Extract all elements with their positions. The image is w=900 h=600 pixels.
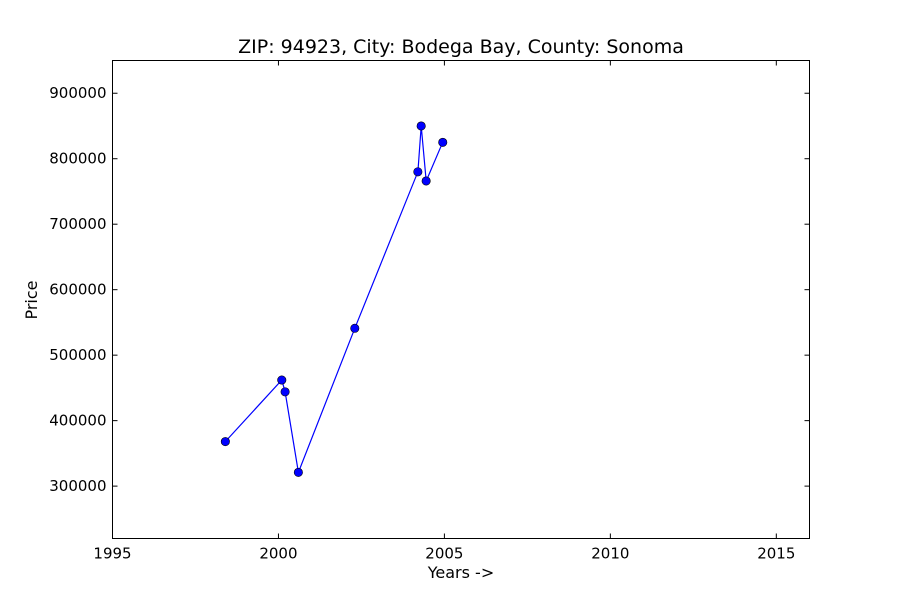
chart-title: ZIP: 94923, City: Bodega Bay, County: So… — [238, 36, 684, 58]
y-tick-label: 700000 — [49, 215, 106, 233]
y-tick-label: 900000 — [49, 84, 106, 102]
x-tick-label: 2000 — [259, 545, 297, 563]
x-tick-label: 1995 — [93, 545, 131, 563]
y-tick-label: 400000 — [49, 412, 106, 430]
data-point — [422, 177, 430, 185]
data-point — [281, 388, 289, 396]
data-point — [351, 324, 359, 332]
data-point — [221, 437, 229, 445]
x-tick-label: 2010 — [591, 545, 629, 563]
data-point — [414, 168, 422, 176]
x-tick-label: 2005 — [425, 545, 463, 563]
y-tick-label: 500000 — [49, 346, 106, 364]
y-tick-label: 300000 — [49, 477, 106, 495]
y-tick-label: 800000 — [49, 150, 106, 168]
data-point — [439, 138, 447, 146]
x-axis-label: Years -> — [427, 563, 494, 582]
y-axis-label: Price — [22, 280, 41, 319]
x-tick-label: 2015 — [757, 545, 795, 563]
data-point — [294, 468, 302, 476]
data-point — [417, 122, 425, 130]
y-tick-label: 600000 — [49, 281, 106, 299]
data-point — [278, 376, 286, 384]
